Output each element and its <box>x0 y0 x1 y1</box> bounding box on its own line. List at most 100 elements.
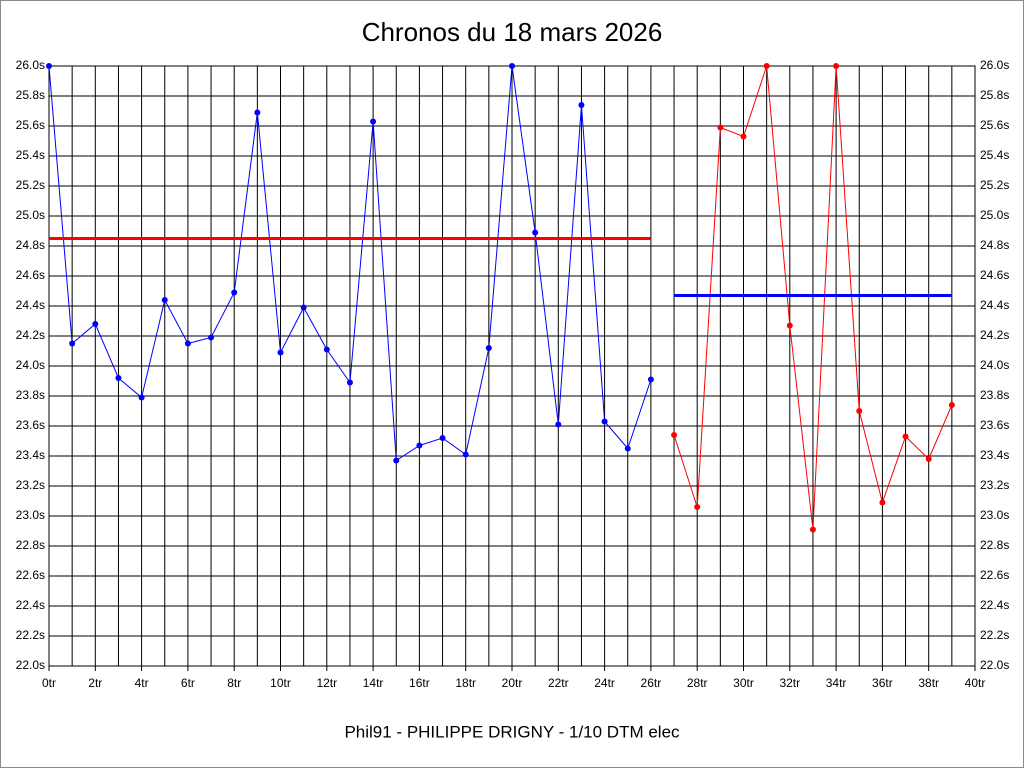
x-tick-label: 20tr <box>502 676 523 690</box>
x-tick-label: 32tr <box>779 676 800 690</box>
data-point <box>809 526 816 533</box>
y-tick-label: 23.8s <box>980 388 1009 402</box>
x-tick-label: 16tr <box>409 676 430 690</box>
x-tick-label: 38tr <box>918 676 939 690</box>
y-tick-label: 25.6s <box>16 118 45 132</box>
x-tick-label: 40tr <box>965 676 986 690</box>
data-point <box>254 109 261 116</box>
x-tick-label: 28tr <box>687 676 708 690</box>
y-tick-label: 25.4s <box>16 148 45 162</box>
x-tick-label: 6tr <box>181 676 195 690</box>
data-point <box>416 442 423 449</box>
y-tick-label: 22.6s <box>16 568 45 582</box>
y-tick-label: 24.4s <box>980 298 1009 312</box>
data-point <box>532 229 539 236</box>
y-tick-label: 24.6s <box>980 268 1009 282</box>
y-tick-label: 22.2s <box>980 628 1009 642</box>
data-point <box>69 340 76 347</box>
data-point <box>509 63 515 69</box>
y-tick-label: 25.4s <box>980 148 1009 162</box>
chart-title: Chronos du 18 mars 2026 <box>362 17 663 47</box>
y-tick-label: 22.0s <box>16 658 45 672</box>
data-point <box>879 499 886 506</box>
y-tick-label: 22.0s <box>980 658 1009 672</box>
y-tick-label: 25.2s <box>16 178 45 192</box>
data-point <box>671 432 678 438</box>
data-point <box>948 402 955 408</box>
data-point <box>138 394 145 401</box>
y-tick-label: 22.2s <box>16 628 45 642</box>
y-tick-label: 24.2s <box>16 328 45 342</box>
data-point <box>833 63 840 69</box>
y-tick-label: 25.0s <box>980 208 1009 222</box>
data-point <box>115 375 122 381</box>
x-tick-label: 24tr <box>594 676 615 690</box>
y-tick-label: 25.6s <box>980 118 1009 132</box>
data-point <box>717 124 724 131</box>
y-tick-label: 26.0s <box>980 58 1009 72</box>
y-tick-label: 22.8s <box>16 538 45 552</box>
data-point <box>370 118 377 125</box>
y-tick-label: 23.4s <box>16 448 45 462</box>
y-tick-label: 22.4s <box>16 598 45 612</box>
data-point <box>786 322 793 329</box>
y-tick-label: 24.8s <box>980 238 1009 252</box>
data-point <box>601 418 608 425</box>
y-tick-label: 23.6s <box>980 418 1009 432</box>
y-tick-label: 22.4s <box>980 598 1009 612</box>
x-tick-label: 8tr <box>227 676 241 690</box>
y-tick-label: 24.0s <box>16 358 45 372</box>
data-point <box>462 451 469 458</box>
y-tick-label: 23.0s <box>16 508 45 522</box>
x-tick-label: 2tr <box>88 676 102 690</box>
y-tick-label: 23.2s <box>980 478 1009 492</box>
data-point <box>208 334 215 341</box>
data-point <box>300 304 307 311</box>
data-point <box>925 456 932 462</box>
data-point <box>393 457 400 464</box>
data-point <box>578 102 585 108</box>
x-tick-label: 14tr <box>363 676 384 690</box>
y-tick-label: 25.8s <box>980 88 1009 102</box>
y-tick-label: 25.2s <box>980 178 1009 192</box>
data-point <box>346 379 353 386</box>
y-tick-label: 24.0s <box>980 358 1009 372</box>
y-tick-label: 24.8s <box>16 238 45 252</box>
data-point <box>485 345 492 351</box>
y-tick-label: 23.4s <box>980 448 1009 462</box>
x-tick-label: 26tr <box>641 676 662 690</box>
data-point <box>439 435 446 441</box>
x-tick-label: 18tr <box>455 676 476 690</box>
y-tick-label: 23.6s <box>16 418 45 432</box>
x-tick-label: 22tr <box>548 676 569 690</box>
data-point <box>902 433 909 440</box>
y-tick-label: 24.2s <box>980 328 1009 342</box>
chart-caption: Phil91 - PHILIPPE DRIGNY - 1/10 DTM elec <box>344 722 680 741</box>
y-tick-label: 23.0s <box>980 508 1009 522</box>
data-point <box>277 349 284 356</box>
y-tick-label: 23.8s <box>16 388 45 402</box>
data-point <box>323 346 330 353</box>
data-point <box>763 63 770 69</box>
y-tick-label: 22.8s <box>980 538 1009 552</box>
y-tick-label: 25.0s <box>16 208 45 222</box>
x-tick-label: 36tr <box>872 676 893 690</box>
x-tick-label: 0tr <box>42 676 56 690</box>
data-point <box>161 297 168 303</box>
x-tick-label: 34tr <box>826 676 847 690</box>
data-point <box>92 321 99 327</box>
data-point <box>856 408 863 414</box>
x-tick-label: 30tr <box>733 676 754 690</box>
y-tick-label: 23.2s <box>16 478 45 492</box>
y-tick-label: 24.6s <box>16 268 45 282</box>
y-tick-label: 25.8s <box>16 88 45 102</box>
y-tick-label: 24.4s <box>16 298 45 312</box>
y-tick-label: 22.6s <box>980 568 1009 582</box>
data-point <box>555 421 562 428</box>
y-tick-label: 26.0s <box>16 58 45 72</box>
x-tick-label: 12tr <box>316 676 337 690</box>
data-point <box>46 63 52 69</box>
data-point <box>231 289 238 296</box>
